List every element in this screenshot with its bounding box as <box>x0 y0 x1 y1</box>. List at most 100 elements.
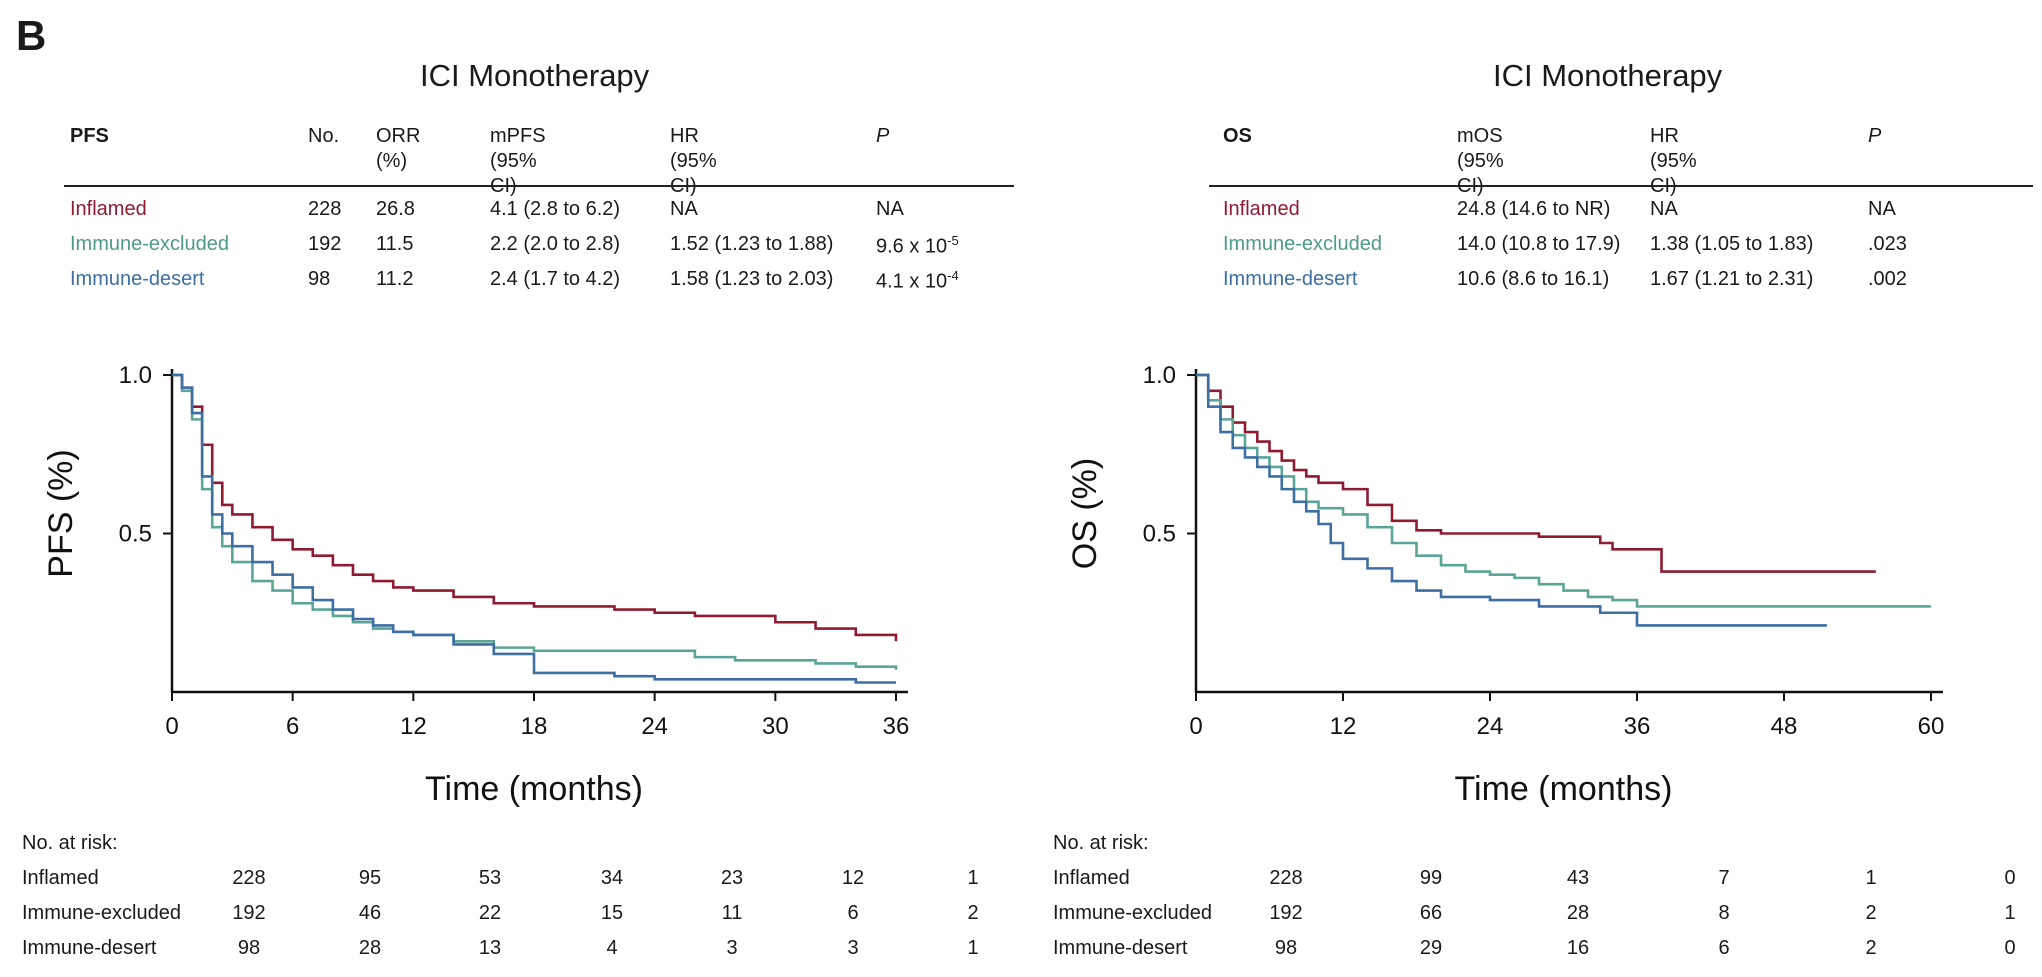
row-hr: NA <box>670 198 698 220</box>
risk-value: 11 <box>721 902 743 924</box>
km-curve-inflamed <box>172 373 898 642</box>
risk-group: Immune-desert <box>22 937 157 959</box>
risk-value: 66 <box>1419 902 1443 924</box>
row-group: Inflamed <box>70 198 147 220</box>
col-header-hr: HR (95% CI) <box>1650 125 1697 197</box>
row-group: Immune-desert <box>1223 268 1358 290</box>
y-tick-label: 1.0 <box>119 362 152 389</box>
y-tick-label: 0.5 <box>119 521 152 548</box>
km-curve-inflamed <box>1196 373 1876 573</box>
row-p-exponent: -4 <box>947 268 959 283</box>
row-p-exponent: -5 <box>947 233 959 248</box>
row-p: 9.6 x 10-5 <box>876 233 959 259</box>
row-orr: 26.8 <box>376 198 415 220</box>
x-tick-label: 18 <box>521 713 548 740</box>
km-curve-immune-desert <box>172 373 896 684</box>
row-orr: 11.2 <box>376 268 414 290</box>
risk-value: 95 <box>358 867 382 889</box>
risk-value: 23 <box>720 867 744 889</box>
row-no: 98 <box>308 268 331 290</box>
row-group: Inflamed <box>1223 198 1300 220</box>
risk-value: 192 <box>232 902 266 924</box>
row-hr: 1.58 (1.23 to 2.03) <box>670 268 834 290</box>
col-header-endpoint: PFS <box>70 125 109 147</box>
y-axis-label: OS (%) <box>1066 458 1104 569</box>
risk-value: 0 <box>2004 867 2016 889</box>
x-tick-label: 12 <box>400 713 427 740</box>
row-median: 10.6 (8.6 to 16.1) <box>1457 268 1610 290</box>
x-tick-label: 48 <box>1771 713 1798 740</box>
risk-group: Inflamed <box>22 867 99 889</box>
risk-value: 192 <box>1269 902 1303 924</box>
row-orr: 11.5 <box>376 233 414 255</box>
risk-value: 6 <box>1718 937 1730 959</box>
panel-label: B <box>16 12 47 59</box>
risk-value: 6 <box>847 902 859 924</box>
col-header-median: mOS <box>1457 125 1503 147</box>
row-p: NA <box>876 198 904 221</box>
col-header-orr: ORR (%) <box>376 125 421 172</box>
risk-value: 28 <box>1566 902 1590 924</box>
risk-value: 7 <box>1718 867 1730 889</box>
risk-value: 2 <box>1865 902 1877 924</box>
risk-value: 16 <box>1566 937 1590 959</box>
risk-value: 29 <box>1419 937 1443 959</box>
risk-value: 22 <box>478 902 502 924</box>
x-tick-label: 24 <box>1477 713 1504 740</box>
risk-value: 12 <box>841 867 865 889</box>
risk-value: 43 <box>1566 867 1590 889</box>
risk-value: 1 <box>2004 902 2016 924</box>
risk-value: 53 <box>478 867 502 889</box>
risk-value: 46 <box>358 902 382 924</box>
x-tick-label: 6 <box>286 713 299 740</box>
row-hr: NA <box>1650 198 1678 220</box>
x-tick-label: 36 <box>883 713 910 740</box>
x-tick-label: 12 <box>1330 713 1357 740</box>
risk-value: 1 <box>967 937 979 959</box>
risk-group: Immune-desert <box>1053 937 1188 959</box>
risk-group: Immune-excluded <box>1053 902 1212 924</box>
row-p: .002 <box>1868 268 1907 290</box>
y-axis-label: PFS (%) <box>42 449 80 577</box>
y-tick-label: 1.0 <box>1143 362 1176 389</box>
risk-group: Immune-excluded <box>22 902 181 924</box>
risk-value: 3 <box>726 937 738 959</box>
risk-value: 1 <box>1865 867 1877 889</box>
risk-value: 1 <box>967 867 979 889</box>
km-curve-immune-desert <box>1196 373 1827 627</box>
risk-value: 8 <box>1718 902 1730 924</box>
row-hr: 1.52 (1.23 to 1.88) <box>670 233 834 255</box>
x-tick-label: 24 <box>641 713 668 740</box>
km-curve-immune-excluded <box>1196 373 1931 608</box>
col-header-endpoint: OS <box>1223 125 1252 147</box>
row-median: 4.1 (2.8 to 6.2) <box>490 198 621 220</box>
table-rule <box>64 185 1014 187</box>
risk-value: 98 <box>237 937 261 959</box>
risk-label: No. at risk: <box>22 832 118 854</box>
pfs-panel: ICI Monotherapy PFS No. ORR (%) mPFS (95… <box>22 58 1014 959</box>
y-tick-label: 0.5 <box>1143 521 1176 548</box>
risk-value: 4 <box>606 937 618 959</box>
row-p-base: 4.1 x 10 <box>876 270 948 293</box>
row-p: NA <box>1868 198 1896 220</box>
risk-value: 3 <box>847 937 859 959</box>
col-header-median-ci: (95% CI) <box>490 150 537 197</box>
row-p: 4.1 x 10-4 <box>876 268 959 294</box>
km-curve-immune-excluded <box>172 373 898 670</box>
col-header-hr: HR (95% CI) <box>670 125 717 197</box>
row-group: Immune-desert <box>70 268 205 290</box>
row-no: 192 <box>308 233 342 255</box>
x-axis-label: Time (months) <box>425 770 643 808</box>
os-panel: ICI Monotherapy OS mOS (95% CI) HR (95% … <box>1021 0 2042 977</box>
risk-value: 15 <box>600 902 624 924</box>
col-header-median: mPFS <box>490 125 546 147</box>
row-median: 2.2 (2.0 to 2.8) <box>490 233 621 255</box>
row-p-base: 9.6 x 10 <box>876 235 948 258</box>
row-p: .023 <box>1868 233 1907 255</box>
risk-group: Inflamed <box>1053 867 1130 889</box>
x-tick-label: 0 <box>1189 713 1202 740</box>
row-group: Immune-excluded <box>1223 233 1382 255</box>
row-p-base: NA <box>876 198 904 220</box>
risk-label: No. at risk: <box>1053 832 1149 854</box>
panel-title: ICI Monotherapy <box>420 58 650 93</box>
